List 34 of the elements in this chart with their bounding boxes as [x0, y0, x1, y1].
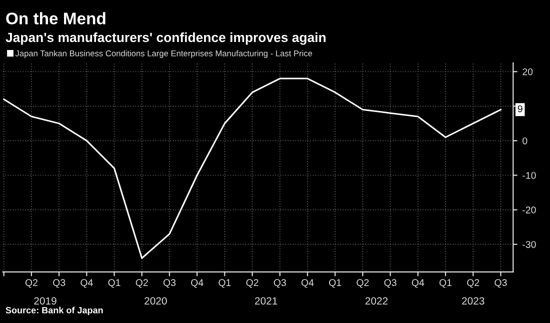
x-tick-label: Q4: [301, 279, 314, 288]
y-tick-label: -20: [522, 206, 536, 214]
x-tick-label: Q4: [80, 279, 93, 288]
x-tick-label: Q2: [356, 279, 369, 288]
x-tick-label: Q3: [163, 279, 176, 288]
x-tick-label: Q2: [136, 279, 148, 288]
x-tick-label: Q3: [274, 279, 286, 288]
x-tick-label: Q3: [494, 279, 507, 288]
text: 2021: [255, 297, 278, 305]
x-tick-label: Q3: [53, 279, 66, 288]
y-tick-label: -30: [522, 241, 536, 248]
y-tick-label: 0: [522, 137, 528, 144]
x-tick-label: Q4: [412, 279, 424, 288]
chart-subtitle: Japan's manufacturers' confidence improves again: [6, 32, 326, 45]
x-tick-label: Q3: [384, 279, 396, 288]
line-series: [3, 78, 502, 259]
y-tick-label: -10: [522, 172, 536, 179]
text: 2022: [365, 297, 388, 305]
x-tick-label: Q2: [246, 279, 258, 288]
text: 2019: [34, 297, 56, 305]
data-label: 9: [518, 105, 522, 112]
x-tick-label: Q4: [191, 279, 204, 288]
x-tick-label: Q2: [25, 279, 38, 288]
source-note: Source: Bank of Japan: [6, 306, 103, 316]
x-tick-label: Q1: [329, 279, 342, 288]
x-tick-label: Q1: [108, 279, 120, 288]
y-tick-label: 20: [522, 68, 533, 76]
x-tick-label: Q1: [218, 279, 231, 288]
legend-label: Japan Tankan Business Conditions Large Enterprises Manufacturing - Last Price: [15, 50, 312, 58]
chart-title: On the Mend: [6, 12, 106, 24]
x-tick-label: Q1: [439, 279, 452, 288]
text: 2023: [462, 297, 484, 305]
x-tick-label: Q2: [467, 279, 480, 288]
text: 2020: [144, 297, 167, 305]
